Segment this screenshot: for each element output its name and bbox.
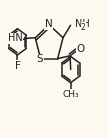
Text: F: F <box>14 61 20 71</box>
Text: HN: HN <box>8 33 23 43</box>
Text: NH: NH <box>75 19 90 29</box>
Text: 2: 2 <box>81 23 86 32</box>
Text: S: S <box>37 54 43 64</box>
Text: O: O <box>77 44 85 54</box>
Text: CH₃: CH₃ <box>62 90 79 99</box>
Text: N: N <box>45 19 52 29</box>
